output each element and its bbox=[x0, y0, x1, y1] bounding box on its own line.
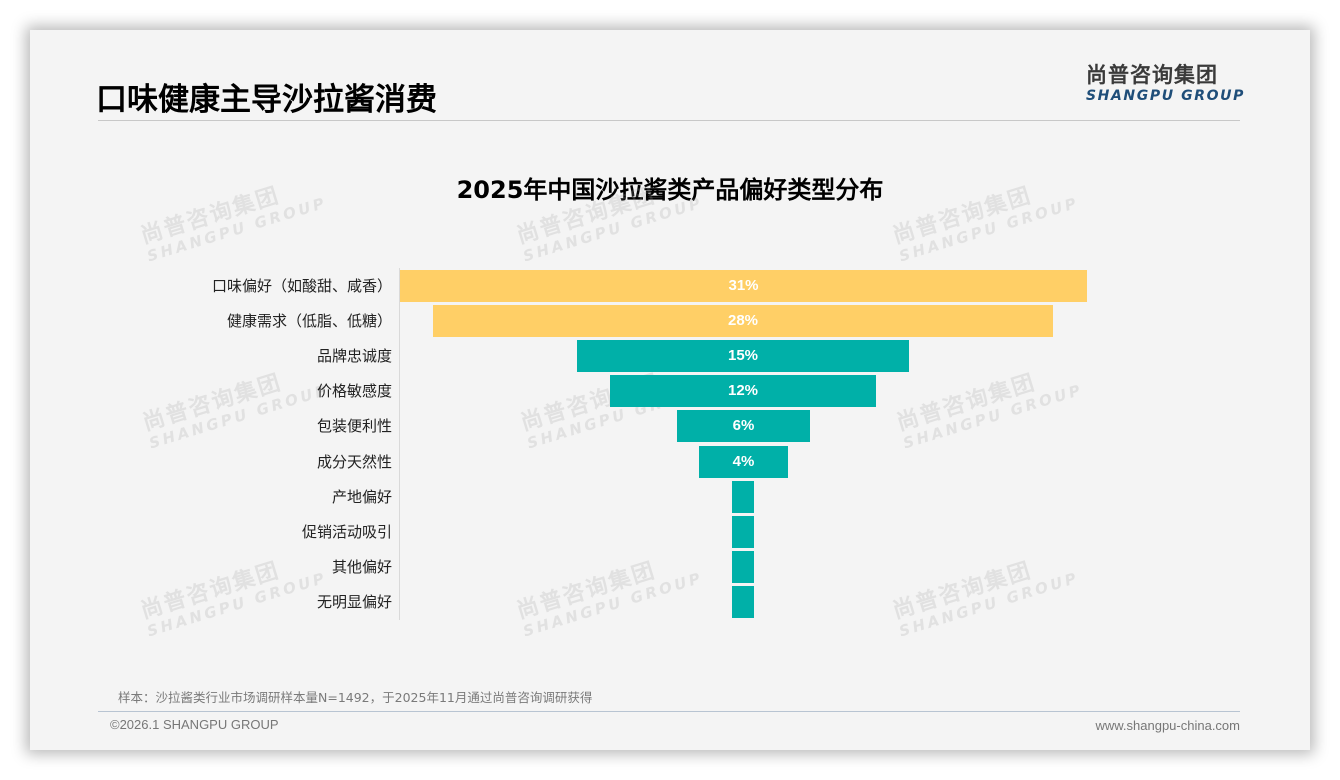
category-label: 价格敏感度 bbox=[316, 382, 392, 400]
funnel-bar: 31% bbox=[400, 270, 1087, 302]
page-title: 口味健康主导沙拉酱消费 bbox=[96, 82, 437, 118]
logo-en-text: SHANGPU GROUP bbox=[1086, 88, 1245, 104]
funnel-bar bbox=[732, 481, 754, 513]
title-divider bbox=[98, 120, 1240, 121]
sample-note: 样本：沙拉酱类行业市场调研样本量N=1492，于2025年11月通过尚普咨询调研… bbox=[118, 690, 593, 705]
funnel-bar: 15% bbox=[577, 340, 909, 372]
category-label: 无明显偏好 bbox=[316, 593, 392, 611]
category-axis-line bbox=[399, 268, 400, 620]
category-label: 口味偏好（如酸甜、咸香） bbox=[211, 277, 392, 295]
category-label: 其他偏好 bbox=[331, 558, 392, 576]
slide: 口味健康主导沙拉酱消费 尚普咨询集团 SHANGPU GROUP 2025年中国… bbox=[30, 30, 1310, 750]
category-label: 健康需求（低脂、低糖） bbox=[226, 312, 392, 330]
funnel-bar: 6% bbox=[677, 410, 810, 442]
footer-divider bbox=[98, 711, 1240, 712]
funnel-bar bbox=[732, 551, 754, 583]
funnel-bar: 12% bbox=[610, 375, 876, 407]
category-label: 促销活动吸引 bbox=[301, 523, 392, 541]
category-label: 成分天然性 bbox=[316, 453, 392, 471]
category-label: 产地偏好 bbox=[331, 488, 392, 506]
website-link[interactable]: www.shangpu-china.com bbox=[1095, 718, 1240, 733]
funnel-bar: 28% bbox=[433, 305, 1053, 337]
copyright-text: ©2026.1 SHANGPU GROUP bbox=[110, 717, 279, 732]
funnel-bar bbox=[732, 586, 754, 618]
watermark: 尚普咨询集团 SHANGPU GROUP bbox=[889, 558, 1082, 641]
category-label: 包装便利性 bbox=[316, 417, 392, 435]
logo-cn-text: 尚普咨询集团 bbox=[1086, 63, 1218, 87]
funnel-bar: 4% bbox=[699, 446, 788, 478]
chart-title: 2025年中国沙拉酱类产品偏好类型分布 bbox=[456, 176, 884, 204]
watermark: 尚普咨询集团 SHANGPU GROUP bbox=[513, 558, 706, 641]
watermark: 尚普咨询集团 SHANGPU GROUP bbox=[893, 370, 1086, 453]
category-label: 品牌忠诚度 bbox=[316, 347, 392, 365]
company-logo: 尚普咨询集团 SHANGPU GROUP bbox=[1086, 62, 1246, 104]
funnel-bar bbox=[732, 516, 754, 548]
